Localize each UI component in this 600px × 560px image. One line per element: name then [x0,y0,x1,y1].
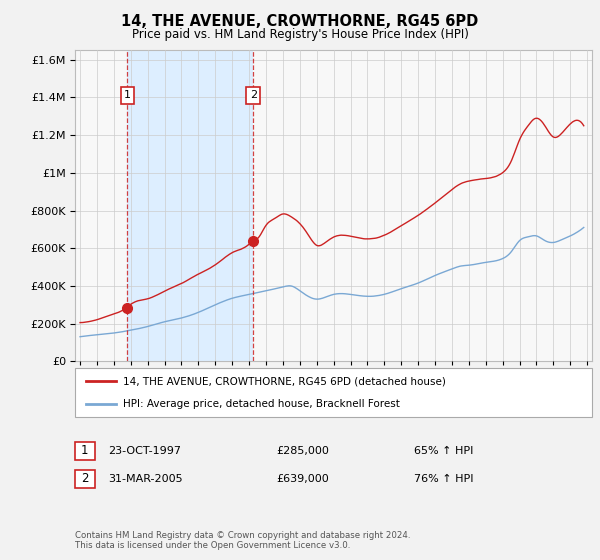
Text: 31-MAR-2005: 31-MAR-2005 [108,474,182,484]
Text: 76% ↑ HPI: 76% ↑ HPI [414,474,473,484]
Text: Price paid vs. HM Land Registry's House Price Index (HPI): Price paid vs. HM Land Registry's House … [131,28,469,41]
Text: 23-OCT-1997: 23-OCT-1997 [108,446,181,456]
Text: 1: 1 [124,91,131,100]
Text: 2: 2 [250,91,257,100]
Text: £639,000: £639,000 [276,474,329,484]
Bar [127,50,253,361]
Text: HPI: Average price, detached house, Bracknell Forest: HPI: Average price, detached house, Brac… [123,399,400,409]
Text: 14, THE AVENUE, CROWTHORNE, RG45 6PD: 14, THE AVENUE, CROWTHORNE, RG45 6PD [121,14,479,29]
Text: Contains HM Land Registry data © Crown copyright and database right 2024.
This d: Contains HM Land Registry data © Crown c… [75,530,410,550]
Text: 14, THE AVENUE, CROWTHORNE, RG45 6PD (detached house): 14, THE AVENUE, CROWTHORNE, RG45 6PD (de… [123,376,446,386]
Text: 2: 2 [81,472,89,486]
Text: 1: 1 [81,444,89,458]
Text: 65% ↑ HPI: 65% ↑ HPI [414,446,473,456]
Text: £285,000: £285,000 [276,446,329,456]
